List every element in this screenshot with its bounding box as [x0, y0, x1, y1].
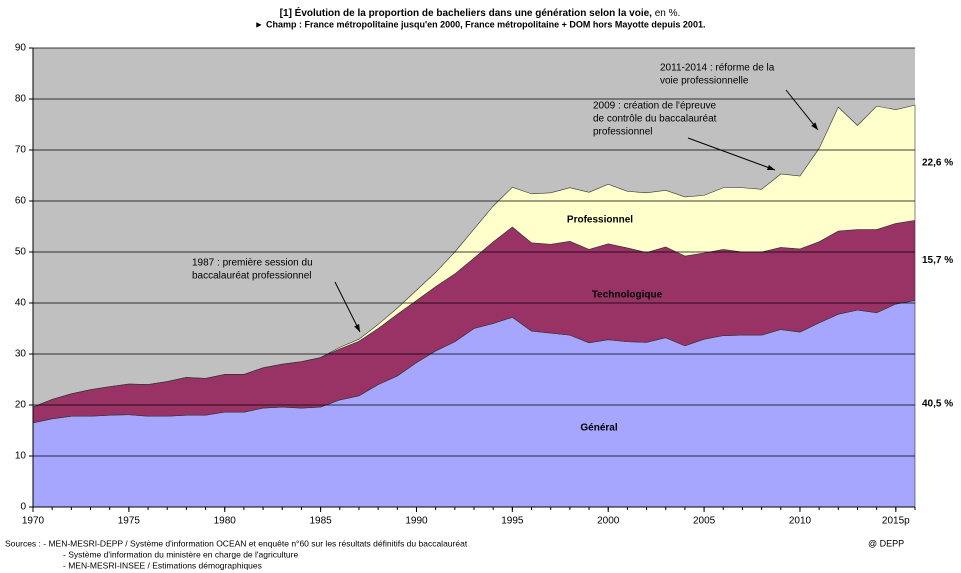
x-tick-label: 1990 — [405, 516, 428, 527]
end-label: 40,5 % — [922, 398, 953, 409]
source: Sources : - MEN-MESRI-DEPP / Système d'i… — [5, 538, 468, 548]
area — [32, 104, 916, 408]
y-tick-label: 30 — [15, 349, 27, 360]
annotation: 2009 : création de l'épreuve — [593, 101, 717, 112]
x-tick-label: 1970 — [22, 516, 45, 527]
y-tick-label: 10 — [15, 451, 27, 462]
annotation: professionnel — [593, 127, 652, 138]
title: [1] Évolution de la proportion de bachel… — [280, 6, 653, 19]
y-tick-label: 20 — [15, 400, 27, 411]
annotation: baccalauréat professionnel — [192, 271, 312, 282]
x-tick-label: 2005 — [693, 516, 716, 527]
y-tick-label: 0 — [20, 502, 26, 513]
y-tick-label: 80 — [15, 94, 27, 105]
x-tick-label: 1995 — [501, 516, 524, 527]
arrow-head — [811, 122, 818, 130]
arrow-head — [354, 324, 360, 332]
annotation-arrow — [785, 89, 819, 131]
series-label: Général — [580, 423, 617, 434]
annotation: voie professionnelle — [660, 76, 749, 87]
series-label: Technologique — [592, 290, 663, 301]
x-tick-label: 1985 — [309, 516, 332, 527]
chart-title: [1] Évolution de la proportion de bachel… — [280, 6, 681, 19]
subtitle: ► Champ : France métropolitaine jusqu'en… — [255, 19, 706, 29]
y-tick-label: 90 — [15, 43, 27, 54]
source: - MEN-MESRI-INSEE / Estimations démograp… — [63, 560, 262, 570]
series-label: Professionnel — [567, 215, 633, 226]
y-tick-label: 40 — [15, 298, 27, 309]
x-tick-label: 1975 — [118, 516, 141, 527]
x-tick-label: 1980 — [214, 516, 237, 527]
credit: @ DEPP — [868, 538, 904, 548]
end-label: 15,7 % — [922, 255, 953, 266]
y-tick-label: 60 — [15, 196, 27, 207]
end-label: 22,6 % — [922, 157, 953, 168]
y-tick-label: 70 — [15, 145, 27, 156]
annotation: 2011-2014 : réforme de la — [660, 63, 775, 74]
y-tick-label: 50 — [15, 247, 27, 258]
annotation-arrow — [687, 137, 776, 171]
source: - Système d'information du ministère en … — [63, 549, 298, 559]
x-tick-label: 2015p — [882, 516, 910, 527]
x-tick-label: 2010 — [789, 516, 812, 527]
title-unit: en %. — [655, 8, 681, 19]
annotation: 1987 : première session du — [192, 258, 313, 269]
x-tick-label: 2000 — [597, 516, 620, 527]
arrow-head — [767, 164, 775, 170]
annotation-arrow — [334, 281, 361, 333]
annotation: de contrôle du baccalauréat — [593, 114, 717, 125]
